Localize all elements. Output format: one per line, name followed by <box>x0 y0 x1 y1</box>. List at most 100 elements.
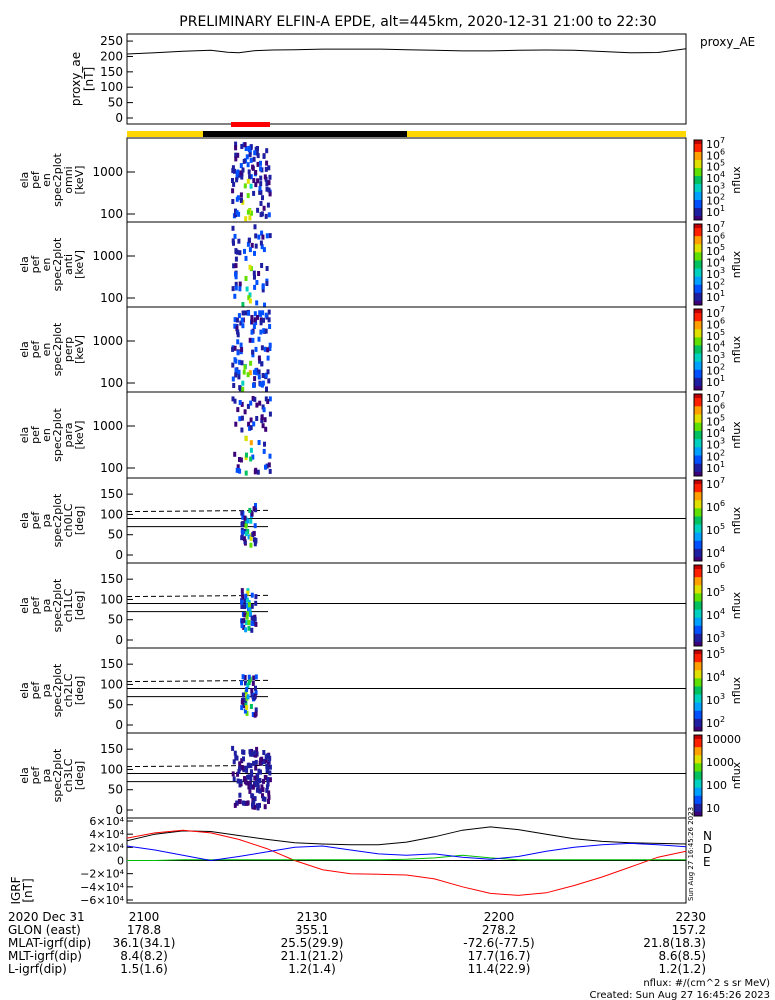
colorbar-segment <box>694 676 702 679</box>
heatmap-cell <box>249 174 253 180</box>
colorbar-segment <box>694 381 702 385</box>
heatmap-cell <box>231 346 235 352</box>
heatmap-cell <box>252 531 256 537</box>
heatmap-cell <box>233 168 236 174</box>
heatmap-cell <box>251 680 255 686</box>
colorbar-label: nflux <box>730 761 743 789</box>
heatmap-cell <box>261 287 265 293</box>
heatmap-cell <box>254 503 257 508</box>
heatmap-cell <box>261 796 265 802</box>
colorbar-segment <box>694 686 702 689</box>
colorbar-label: nflux <box>730 166 743 194</box>
panel-frame <box>126 647 687 734</box>
heatmap-cell <box>265 233 269 239</box>
heatmap-cell <box>265 181 269 187</box>
colorbar-segment <box>694 490 702 493</box>
colorbar-segment <box>694 394 702 397</box>
colorbar-segment <box>694 565 702 568</box>
colorbar-segment <box>694 212 702 215</box>
colorbar-segment <box>694 288 702 292</box>
heatmap-cell <box>238 416 242 422</box>
colorbar-segment <box>694 809 702 813</box>
colorbar-segment <box>694 579 702 582</box>
colorbar-segment <box>694 178 702 181</box>
heatmap-cell <box>237 369 241 375</box>
colorbar-segment <box>694 459 702 463</box>
heatmap-cell <box>247 784 251 790</box>
heatmap-cell <box>236 407 240 413</box>
colorbar-segment <box>694 349 702 353</box>
heatmap-cell <box>231 286 235 292</box>
heatmap-cell <box>267 309 271 315</box>
colorbar-segment <box>694 323 702 326</box>
heatmap-cell <box>266 369 270 375</box>
colorbar-segment <box>694 613 702 617</box>
heatmap-cell <box>250 620 254 626</box>
heatmap-cell <box>236 329 240 335</box>
heatmap-cell <box>253 150 257 156</box>
colorbar-segment <box>694 383 702 387</box>
colorbar-segment <box>694 276 702 280</box>
heatmap-cell <box>238 250 242 256</box>
colorbar-segment <box>694 140 702 143</box>
heatmap-cell <box>254 600 258 606</box>
heatmap-cell <box>267 187 271 193</box>
heatmap-cell <box>245 452 248 458</box>
panels-group: 250200150100500proxy_AEproxy_ae[nT]10001… <box>9 33 755 907</box>
footer-value: 8.4(8.2) <box>120 949 168 963</box>
heatmap-cell <box>261 787 265 793</box>
heatmap-cell <box>253 250 256 256</box>
heatmap-cell <box>239 192 243 198</box>
panel-spec-anti: 1000100elapefenspec2plotanti[keV]1071061… <box>18 220 743 308</box>
y-tick-label: 100 <box>100 762 123 776</box>
colorbar-segment <box>694 777 702 781</box>
heatmap-cell <box>262 205 266 211</box>
heatmap-cell <box>251 712 255 717</box>
panel-frame <box>126 562 687 649</box>
colorbar-segment <box>694 755 702 758</box>
heatmap-cell <box>245 800 249 806</box>
heatmap-cell <box>236 339 240 345</box>
heatmap-cell <box>234 274 238 280</box>
colorbar-segment <box>694 518 702 521</box>
colorbar-segment <box>694 154 702 157</box>
heatmap-cell <box>243 598 247 604</box>
colorbar-segment <box>694 650 702 653</box>
heatmap-cell <box>247 421 251 427</box>
heatmap-cell <box>243 612 247 618</box>
heatmap-cell <box>239 779 243 785</box>
heatmap-cell <box>262 448 266 454</box>
heatmap-cell <box>245 767 249 773</box>
colorbar-segment <box>694 142 702 145</box>
colorbar-segment <box>694 637 702 641</box>
colorbar-segment <box>694 643 702 647</box>
heatmap-cell <box>264 328 268 334</box>
colorbar-tick-label: 1000 <box>706 756 734 769</box>
heatmap-cell <box>248 781 251 786</box>
heatmap-cell <box>249 535 253 541</box>
colorbar-segment <box>694 692 702 696</box>
heatmap-cell <box>231 178 234 183</box>
heatmap-cell <box>249 769 253 775</box>
footer-value: 17.7(16.7) <box>468 949 531 963</box>
colorbar-segment <box>694 512 702 515</box>
colorbar-segment <box>694 743 702 746</box>
heatmap-cell <box>253 804 257 810</box>
colorbar-frame <box>693 734 703 817</box>
colorbar-segment <box>694 170 702 173</box>
heatmap-cell <box>263 417 267 423</box>
heatmap-cell <box>243 248 246 254</box>
colorbar-segment <box>694 367 702 371</box>
y-tick-label: 150 <box>100 657 123 671</box>
colorbar-segment <box>694 412 702 415</box>
colorbar-segment <box>694 238 702 241</box>
colorbar-segment <box>694 765 702 768</box>
heatmap-cell <box>259 317 263 323</box>
colorbar-segment <box>694 573 702 576</box>
y-axis-label: elapefenspec2plotpara[keV] <box>18 408 86 462</box>
heatmap-cell <box>243 675 247 680</box>
colorbar-frame <box>693 479 703 562</box>
heatmap-cell <box>247 534 251 540</box>
colorbar-segment <box>694 311 702 314</box>
colorbar-segment <box>694 359 702 363</box>
